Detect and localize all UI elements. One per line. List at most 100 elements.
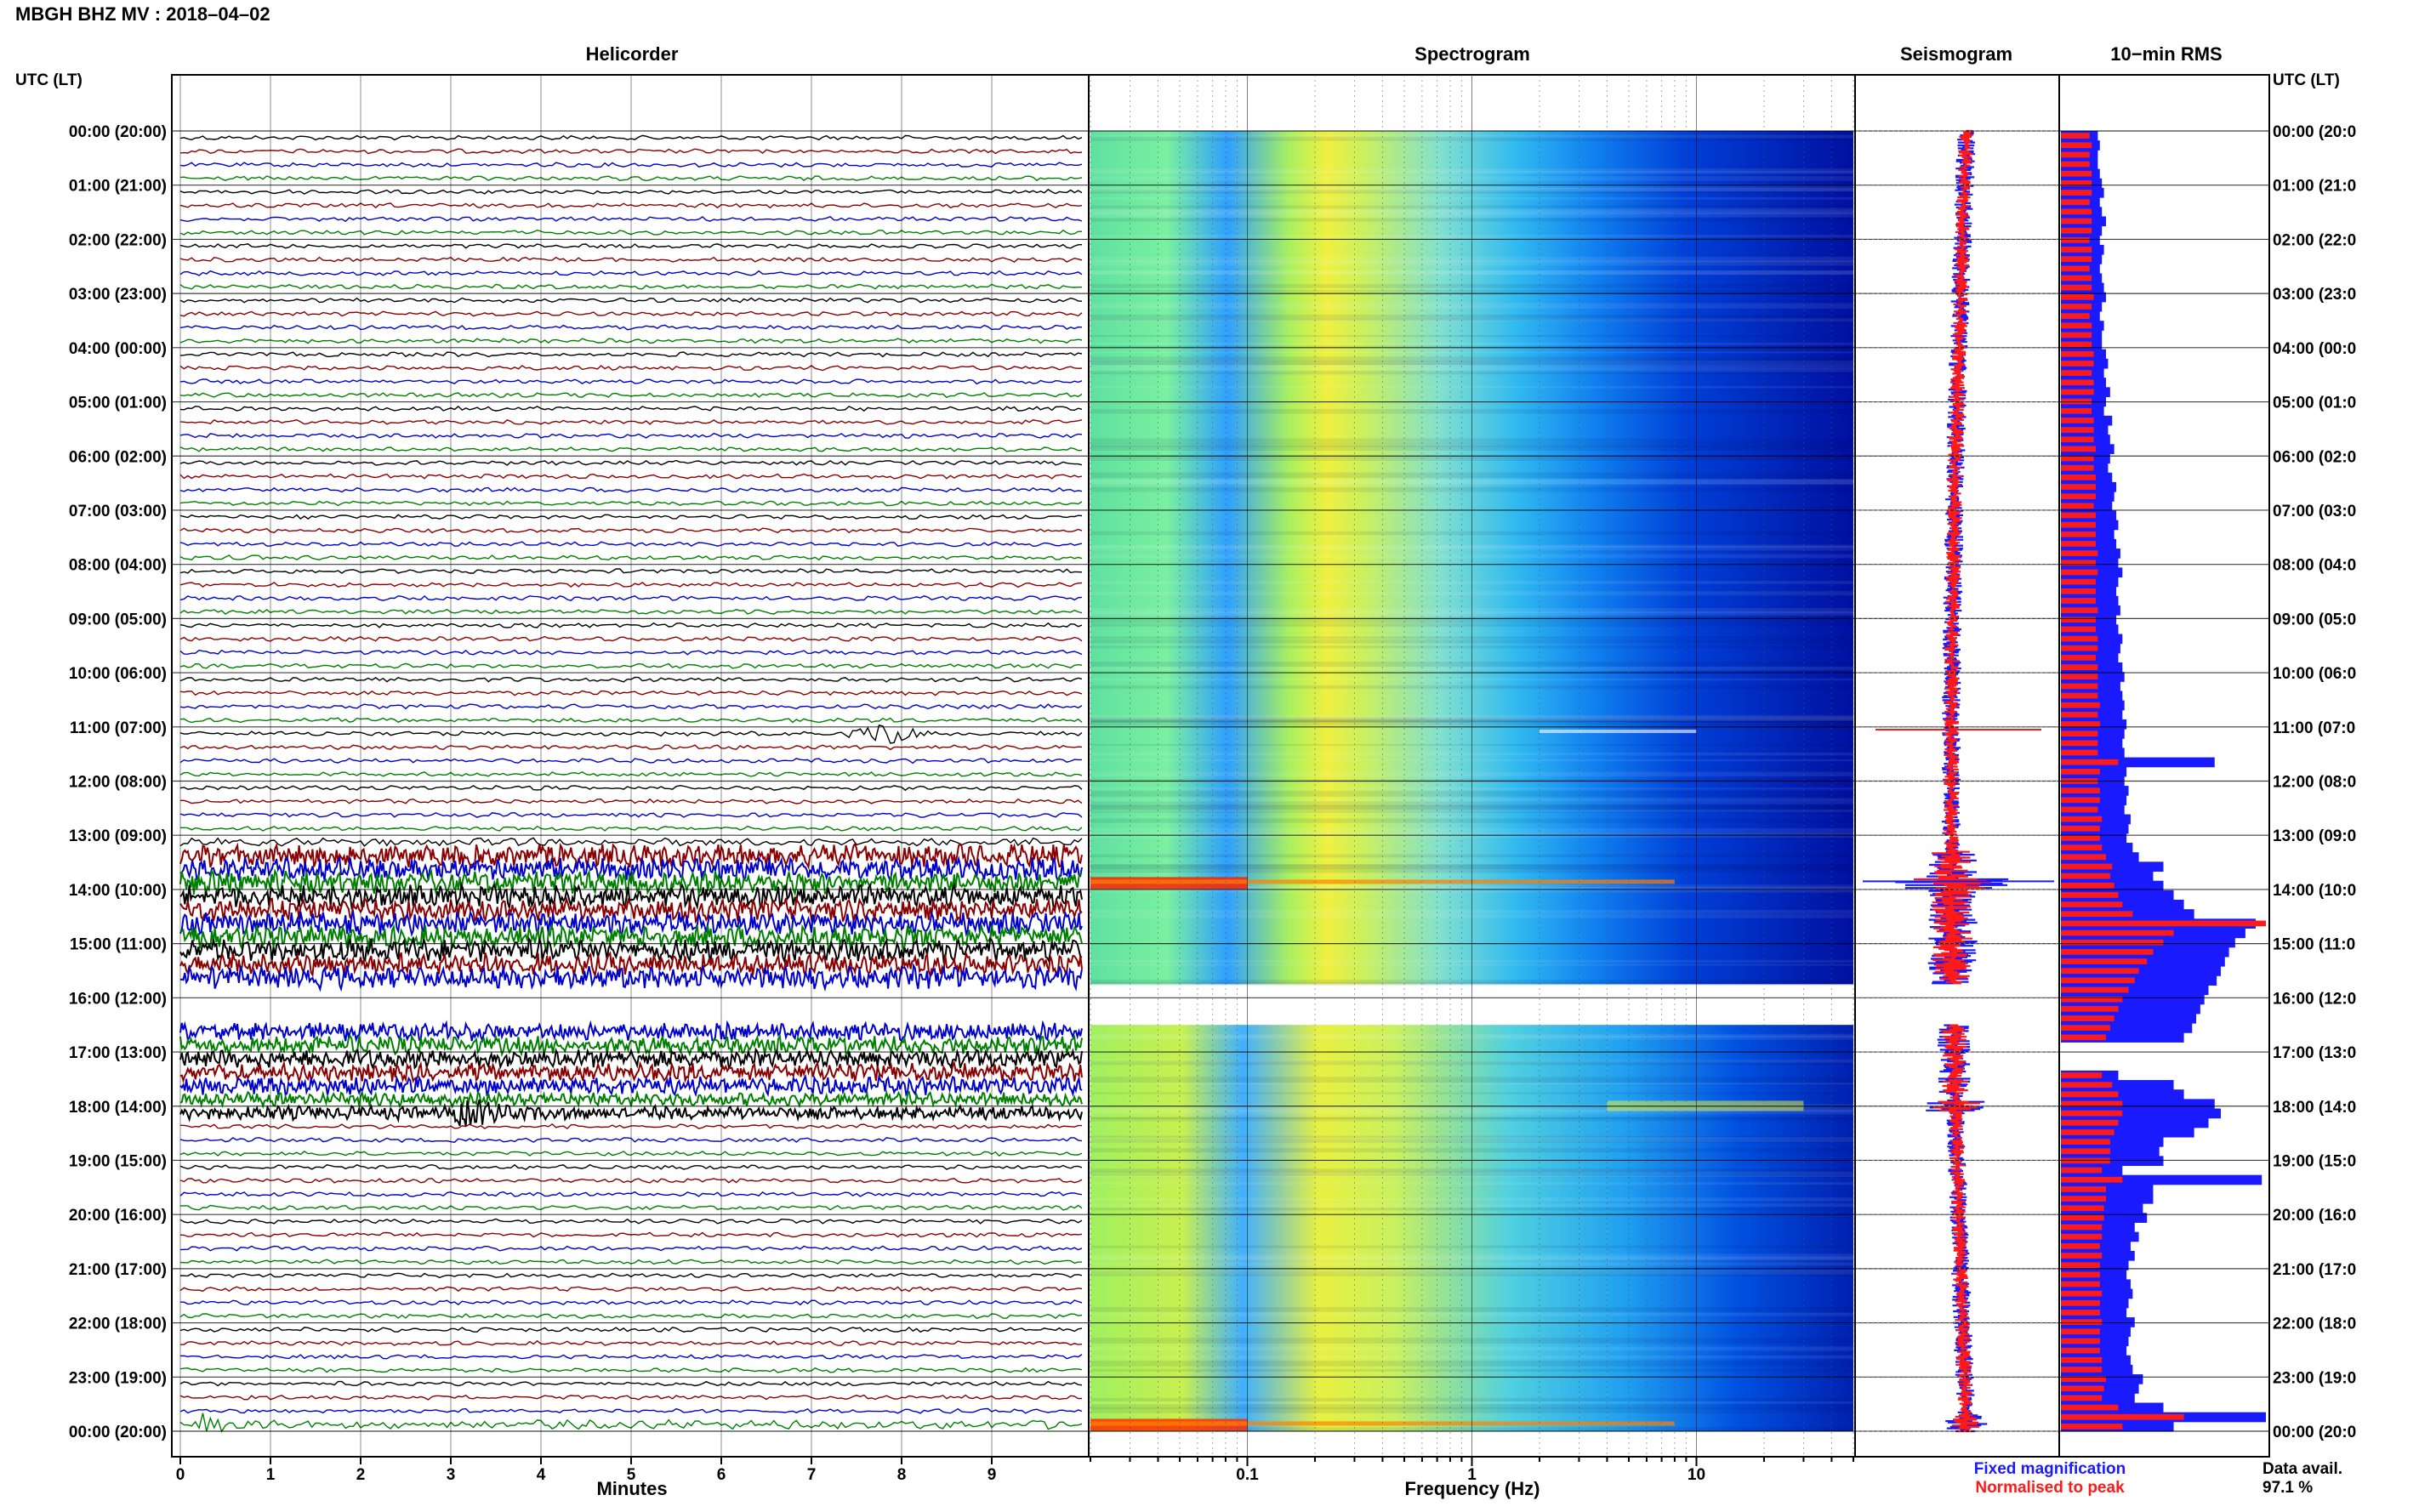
helicorder-trace xyxy=(179,283,1082,290)
rms-bar-normalised xyxy=(2061,1367,2103,1373)
rms-bar-normalised xyxy=(2061,787,2100,794)
hour-label-right: 23:00 (19:0 xyxy=(2273,1369,2356,1387)
rms-bar-normalised xyxy=(2061,730,2098,737)
rms-bar-fixed xyxy=(2061,1117,2209,1128)
rms-bar-normalised xyxy=(2061,256,2092,263)
legend-fixed-magnification: Fixed magnification xyxy=(1974,1460,2126,1478)
helicorder-trace xyxy=(179,594,1083,601)
frequency-tick-label: 1 xyxy=(1467,1466,1477,1484)
helicorder-trace xyxy=(179,1380,1083,1387)
rms-bar-normalised xyxy=(2061,304,2092,310)
rms-bar-normalised xyxy=(2061,322,2092,329)
hour-label-left: 03:00 (23:00) xyxy=(69,286,167,304)
rms-bar-fixed xyxy=(2061,1193,2154,1204)
rms-bar-fixed xyxy=(2061,1080,2174,1090)
time-axis-label-right: UTC (LT) xyxy=(2273,71,2340,89)
rms-bar-normalised xyxy=(2061,427,2094,433)
helicorder-trace xyxy=(179,868,1083,898)
rms-bar-normalised xyxy=(2061,464,2094,471)
hour-label-right: 21:00 (17:0 xyxy=(2273,1261,2356,1279)
helicorder-trace xyxy=(179,229,1083,236)
rms-bar-normalised xyxy=(2061,939,2164,946)
minute-tick-label: 8 xyxy=(897,1466,907,1484)
rms-bar-normalised xyxy=(2061,1395,2103,1401)
rms-bar-normalised xyxy=(2061,1091,2119,1098)
rms-bar-normalised xyxy=(2061,892,2119,898)
rms-bar-normalised xyxy=(2061,768,2100,775)
helicorder-trace xyxy=(179,771,1083,777)
rms-bar-fixed xyxy=(2061,1032,2184,1043)
hour-label-left: 13:00 (09:00) xyxy=(69,827,167,845)
helicorder-trace xyxy=(179,951,1083,979)
rms-bar-fixed xyxy=(2061,1174,2262,1185)
hour-label-left: 14:00 (10:00) xyxy=(69,882,167,900)
rms-bar-normalised xyxy=(2061,1148,2110,1155)
helicorder-trace xyxy=(179,837,1083,847)
rms-bar-normalised xyxy=(2061,806,2098,813)
rms-bar-fixed xyxy=(2061,1108,2221,1119)
helicorder-trace xyxy=(179,270,1083,276)
helicorder-trace xyxy=(179,310,1083,317)
helicorder-trace xyxy=(179,1394,1083,1401)
rms-bar-normalised xyxy=(2061,1271,2100,1278)
axis-ticks: 00:00 (20:00) 00:00 (20:0 01:00 (21:00) 01:… xyxy=(69,123,2356,1484)
helicorder-trace xyxy=(179,923,1083,952)
rms-bar-normalised xyxy=(2061,512,2096,519)
minute-tick-label: 3 xyxy=(447,1466,456,1484)
rms-bar-fixed xyxy=(2061,966,2221,976)
rms-bar-normalised xyxy=(2061,1253,2103,1259)
rms-bar-normalised xyxy=(2061,968,2139,975)
rms-bar-normalised xyxy=(2061,170,2092,177)
hour-label-right: 00:00 (20:0 xyxy=(2273,123,2356,141)
helicorder-trace xyxy=(179,297,1083,304)
rms-bar-normalised xyxy=(2061,1100,2123,1107)
minute-tick-label: 9 xyxy=(988,1466,997,1484)
helicorder-trace xyxy=(179,1218,1083,1225)
helicorder-trace xyxy=(179,418,1083,425)
minute-tick-label: 5 xyxy=(627,1466,636,1484)
helicorder-trace xyxy=(179,608,1083,615)
helicorder-trace xyxy=(179,1177,1083,1184)
hour-label-left: 18:00 (14:00) xyxy=(69,1099,167,1117)
helicorder-trace xyxy=(179,724,1083,744)
rms-bars xyxy=(2061,131,2266,1432)
rms-bar-normalised xyxy=(2061,1376,2107,1382)
helicorder-xlabel: Minutes xyxy=(596,1478,667,1499)
hour-label-right: 13:00 (09:0 xyxy=(2273,827,2356,845)
rms-bar-normalised xyxy=(2061,332,2092,338)
rms-bar-normalised xyxy=(2061,313,2090,319)
rms-bar-normalised xyxy=(2061,1186,2107,1192)
rms-bar-normalised xyxy=(2061,1356,2103,1363)
hour-label-left: 17:00 (13:00) xyxy=(69,1044,167,1062)
hour-label-right: 03:00 (23:0 xyxy=(2273,286,2356,304)
hour-label-right: 14:00 (10:0 xyxy=(2273,882,2356,900)
rms-bar-normalised xyxy=(2061,1224,2103,1231)
frequency-tick-label: 0.1 xyxy=(1236,1466,1259,1484)
helicorder-trace xyxy=(179,1191,1083,1197)
helicorder-trace xyxy=(179,1313,1083,1320)
hour-label-right: 05:00 (01:0 xyxy=(2273,395,2356,412)
legend-normalised-to-peak: Normalised to peak xyxy=(1975,1479,2125,1497)
hour-label-left: 06:00 (02:00) xyxy=(69,448,167,466)
frequency-tick-label: 10 xyxy=(1688,1466,1705,1484)
rms-bar-normalised xyxy=(2061,617,2096,623)
rms-bar-normalised xyxy=(2061,1262,2100,1269)
helicorder-trace xyxy=(179,1413,1083,1433)
rms-bar-normalised xyxy=(2061,350,2094,357)
hour-label-right: 06:00 (02:0 xyxy=(2273,448,2356,466)
helicorder-trace xyxy=(179,1326,1083,1333)
rms-bar-normalised xyxy=(2061,1319,2103,1326)
hour-label-right: 09:00 (05:0 xyxy=(2273,611,2356,628)
panel-title-helicorder: Helicorder xyxy=(586,43,679,65)
rms-bar-normalised xyxy=(2061,578,2096,585)
rms-bar-normalised xyxy=(2061,920,2266,927)
helicorder-trace xyxy=(179,338,1083,344)
rms-bar-normalised xyxy=(2061,560,2096,566)
rms-bar-fixed xyxy=(2061,994,2205,1005)
rms-bar-normalised xyxy=(2061,1424,2123,1430)
hour-label-right: 12:00 (08:0 xyxy=(2273,774,2356,792)
rms-bar-normalised xyxy=(2061,1196,2107,1202)
rms-bar-normalised xyxy=(2061,1006,2119,1012)
rms-bar-normalised xyxy=(2061,1385,2104,1392)
hour-label-right: 04:00 (00:0 xyxy=(2273,340,2356,358)
